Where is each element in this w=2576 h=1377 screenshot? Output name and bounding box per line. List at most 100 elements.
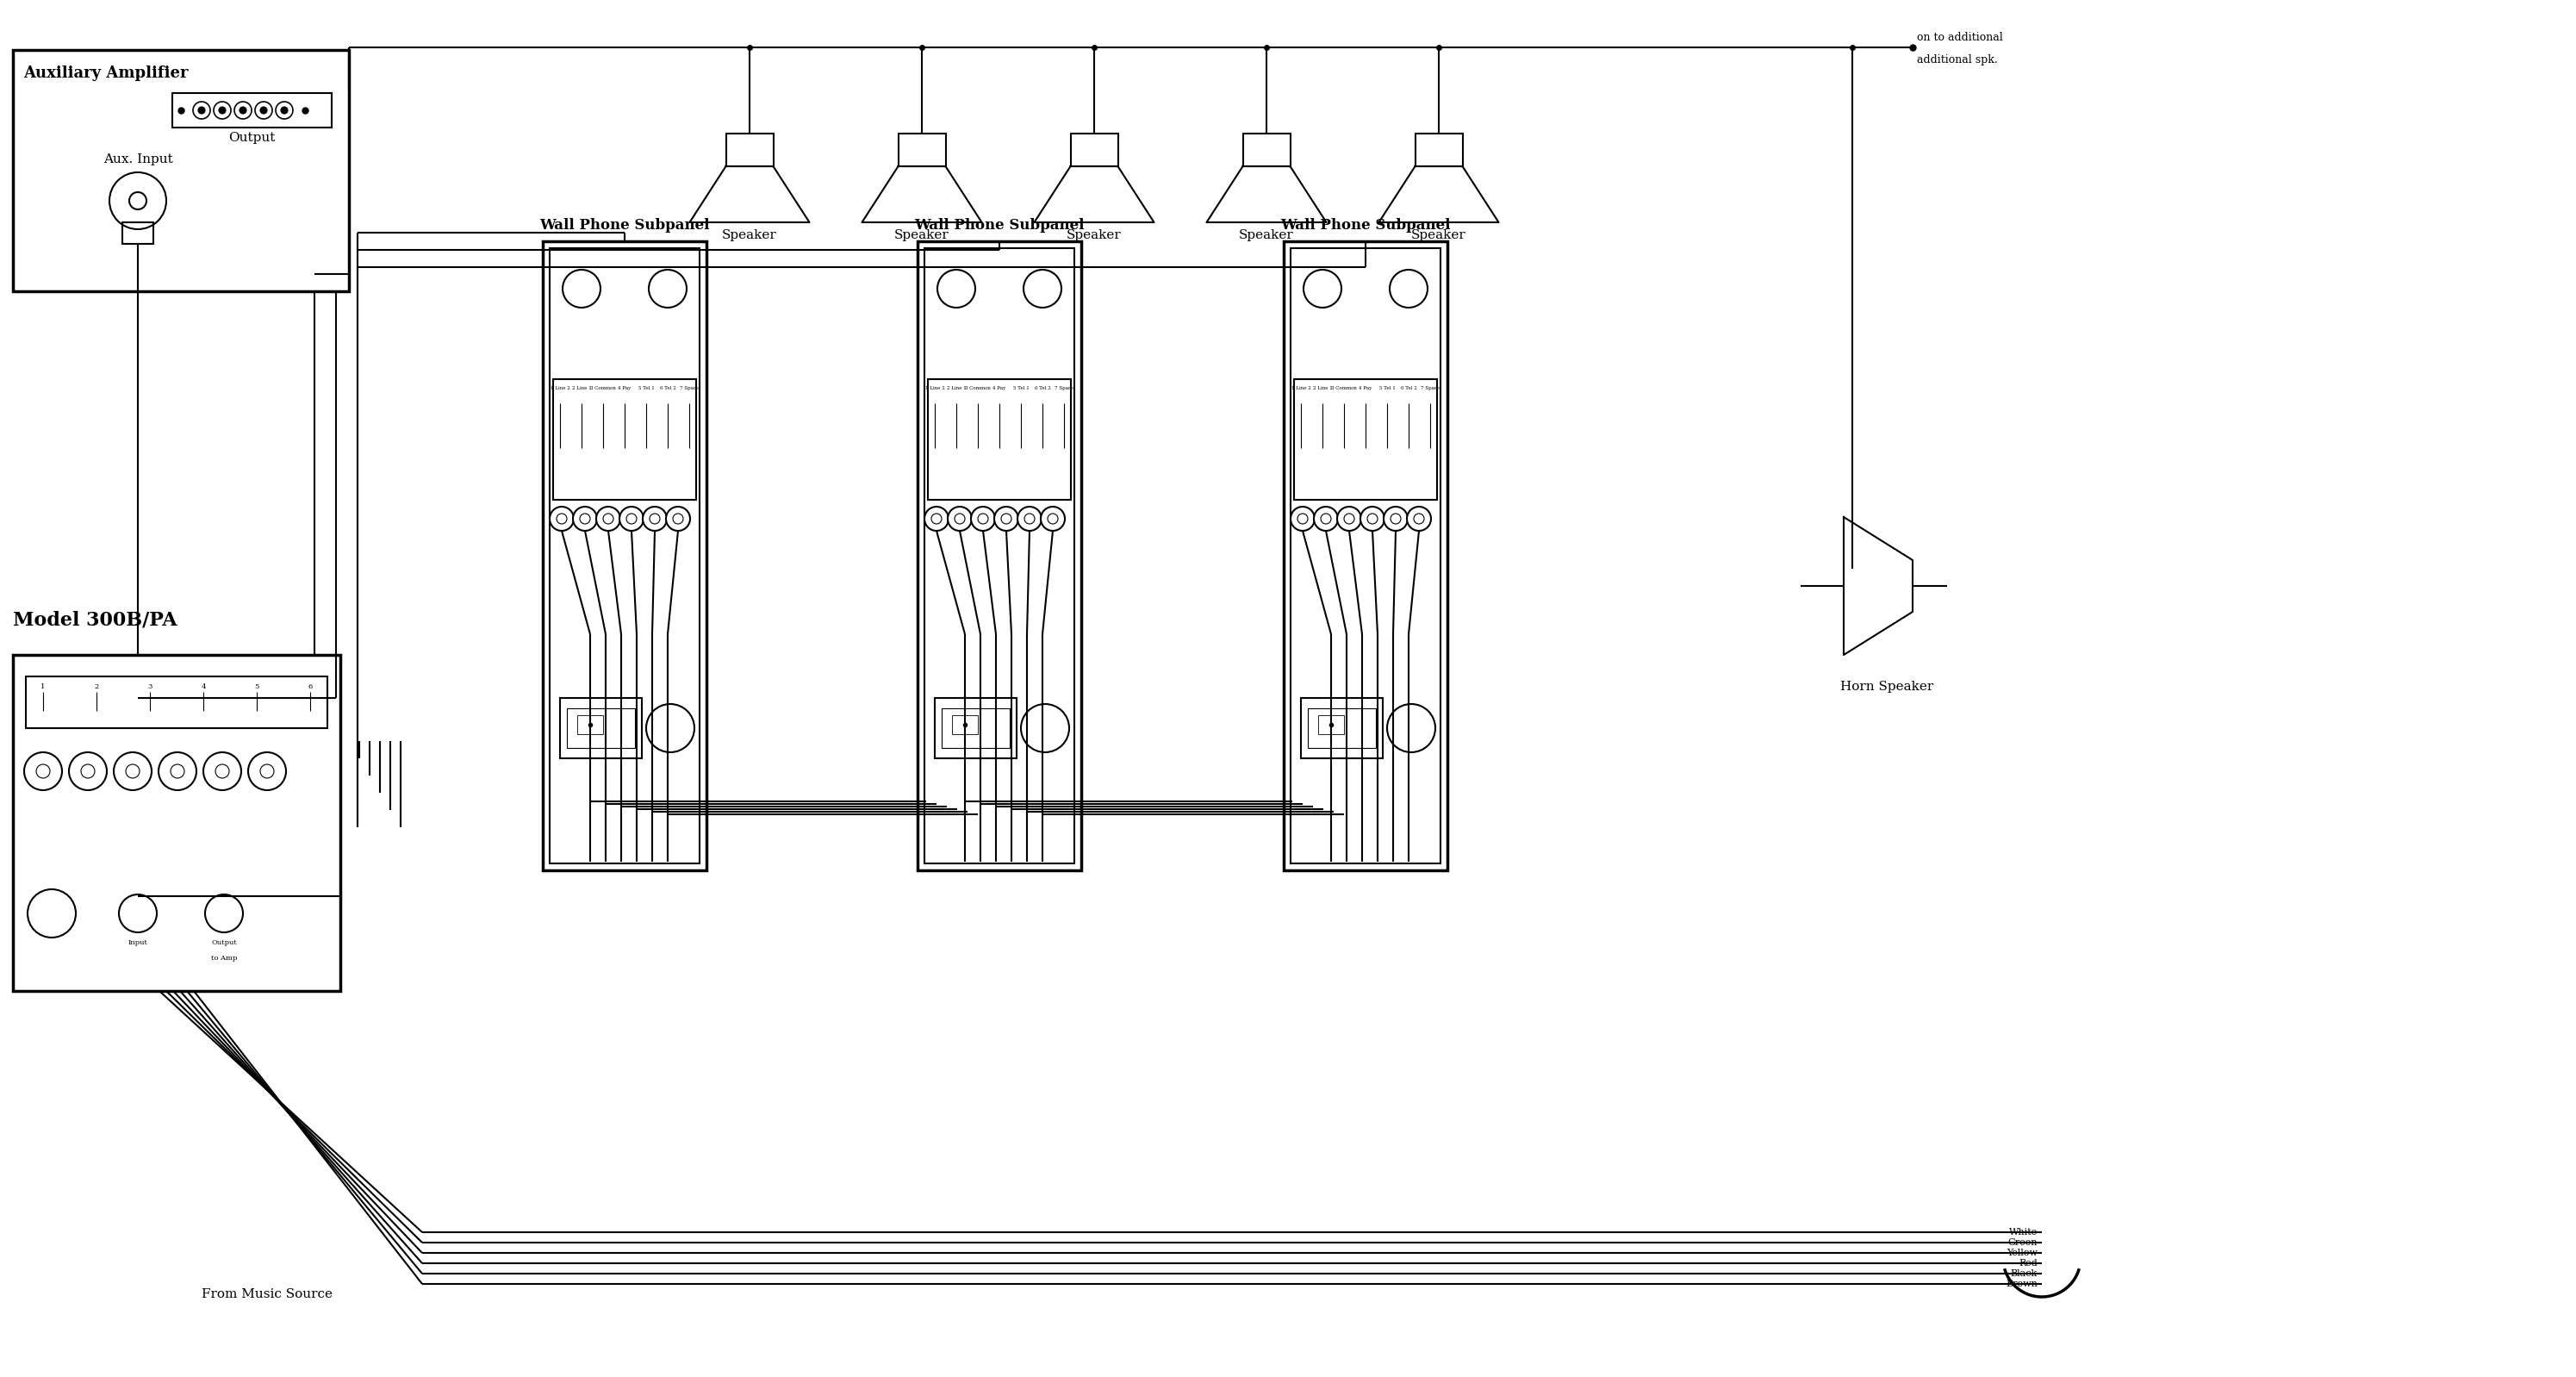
Circle shape [206,895,242,932]
Bar [935,698,1018,759]
Circle shape [1025,514,1036,523]
Circle shape [595,507,621,530]
Text: 6: 6 [309,683,312,690]
Bar [13,50,348,292]
Circle shape [1391,514,1401,523]
Circle shape [129,193,147,209]
Circle shape [580,514,590,523]
Circle shape [108,172,167,229]
Bar [899,134,945,167]
Circle shape [925,507,948,530]
Bar [943,708,1010,748]
Text: Aux. Input: Aux. Input [103,153,173,165]
Text: Speaker: Speaker [1412,229,1466,241]
Bar [554,379,696,500]
Text: 2 Line 1: 2 Line 1 [572,386,592,390]
Circle shape [933,514,943,523]
Circle shape [572,507,598,530]
Text: Wall Phone Subpanel: Wall Phone Subpanel [914,218,1084,233]
Text: on to additional: on to additional [1917,32,2004,43]
Circle shape [28,890,75,938]
Circle shape [240,107,247,114]
Circle shape [1345,514,1355,523]
Circle shape [113,752,152,790]
Text: 6 Tel 2: 6 Tel 2 [1036,386,1051,390]
Bar [173,94,332,128]
Circle shape [626,514,636,523]
Bar [917,241,1082,870]
Circle shape [170,764,185,778]
Circle shape [1406,507,1432,530]
Circle shape [260,107,268,114]
Circle shape [971,507,994,530]
Text: 1: 1 [41,683,46,690]
Bar [1301,698,1383,759]
Text: Wall Phone Subpanel: Wall Phone Subpanel [1280,218,1450,233]
Bar [927,379,1072,500]
Bar [726,134,773,167]
Text: 5 Tel 1: 5 Tel 1 [1378,386,1396,390]
Text: From Music Source: From Music Source [201,1289,332,1300]
Text: Green: Green [2007,1238,2038,1248]
Circle shape [641,507,667,530]
Circle shape [672,514,683,523]
Circle shape [247,752,286,790]
Text: 7 Spare: 7 Spare [1054,386,1074,390]
Text: 2: 2 [95,683,98,690]
Circle shape [979,514,989,523]
Circle shape [603,514,613,523]
Circle shape [938,270,976,307]
Text: Yellow: Yellow [2007,1249,2038,1257]
Text: Speaker: Speaker [1239,229,1293,241]
Text: 3 Common: 3 Common [590,386,616,390]
Bar [1291,248,1440,863]
Bar [26,676,327,728]
Bar [1293,379,1437,500]
Circle shape [214,102,232,118]
Bar [1414,134,1463,167]
Circle shape [193,102,211,118]
Circle shape [126,764,139,778]
Circle shape [1321,514,1332,523]
Text: 4 Pay: 4 Pay [992,386,1007,390]
Text: additional spk.: additional spk. [1917,54,1999,66]
Bar [1319,715,1345,734]
Circle shape [276,102,294,118]
Circle shape [1386,704,1435,752]
Text: Horn Speaker: Horn Speaker [1839,680,1935,693]
Circle shape [204,752,242,790]
Circle shape [234,102,252,118]
Circle shape [649,514,659,523]
Text: Auxiliary Amplifier: Auxiliary Amplifier [23,66,188,81]
Text: 1 Line 2: 1 Line 2 [551,386,569,390]
Text: 4 Pay: 4 Pay [1360,386,1373,390]
Circle shape [80,764,95,778]
Bar [1242,134,1291,167]
Bar [567,708,634,748]
Circle shape [281,107,289,114]
Text: 3 Common: 3 Common [1332,386,1358,390]
Circle shape [1298,514,1309,523]
Circle shape [36,764,49,778]
Text: 5 Tel 1: 5 Tel 1 [1012,386,1028,390]
Circle shape [994,507,1018,530]
Circle shape [198,107,206,114]
Circle shape [956,514,966,523]
Circle shape [1023,270,1061,307]
Circle shape [549,507,574,530]
Text: Speaker: Speaker [1066,229,1121,241]
Circle shape [1388,270,1427,307]
Bar [1072,134,1118,167]
Text: 7 Spare: 7 Spare [1422,386,1440,390]
Text: 3: 3 [147,683,152,690]
Text: 5 Tel 1: 5 Tel 1 [639,386,654,390]
Text: 1 Line 2: 1 Line 2 [1291,386,1311,390]
Text: Model 300B/PA: Model 300B/PA [13,610,178,629]
Bar [1283,241,1448,870]
Circle shape [1368,514,1378,523]
Bar [925,248,1074,863]
Text: to Amp: to Amp [211,954,237,961]
Text: 1 Line 2: 1 Line 2 [925,386,945,390]
Circle shape [160,752,196,790]
Bar [1309,708,1376,748]
